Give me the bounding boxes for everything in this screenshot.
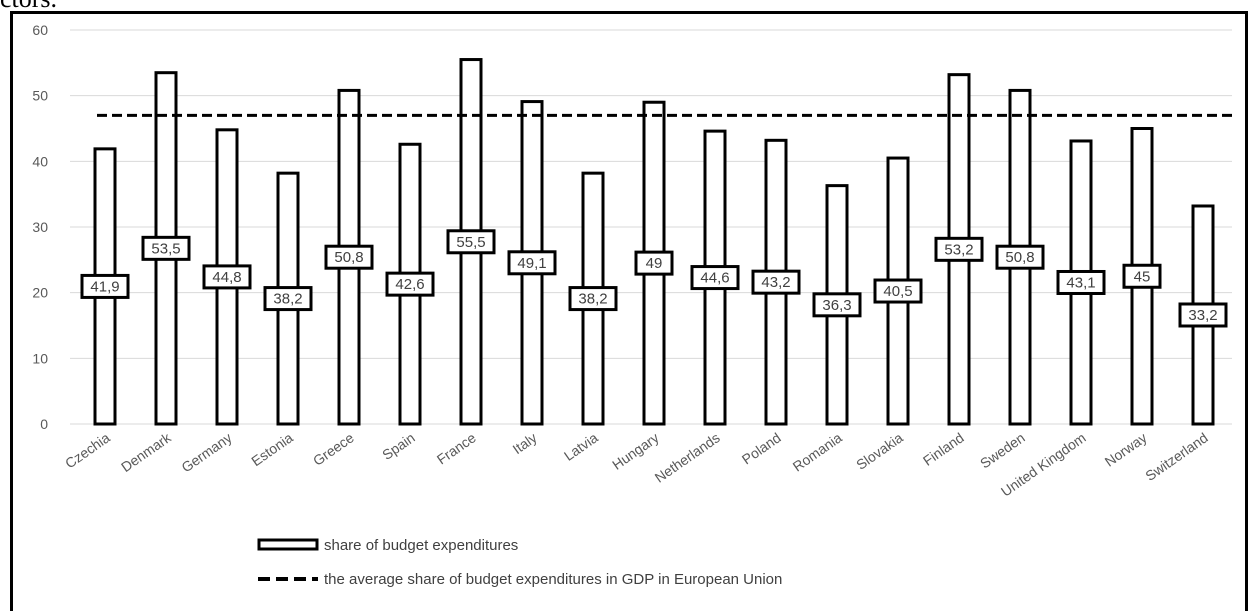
- data-label: 36,3: [822, 297, 851, 314]
- category-label: Spain: [379, 429, 418, 463]
- data-label-box: [568, 286, 618, 312]
- data-label: 50,8: [1005, 249, 1034, 266]
- y-tick-label: 0: [40, 416, 48, 432]
- y-tick-label: 10: [32, 350, 48, 366]
- category-label: Norway: [1102, 429, 1150, 469]
- legend-label-bars: share of budget expenditures: [324, 537, 518, 554]
- bar-chart: 0 10 20 30 40 50 60 41,9 53,5 44,8 38,2 50,8 42,6 55…: [32, 22, 1232, 588]
- category-label: Greece: [310, 429, 357, 469]
- category-label: Poland: [739, 429, 784, 467]
- data-label-box: [873, 278, 923, 304]
- data-label-box: [80, 273, 130, 299]
- data-label: 55,5: [456, 234, 485, 251]
- y-tick-label: 20: [32, 285, 48, 301]
- legend-label-reference-line: the average share of budget expenditures…: [324, 571, 782, 588]
- data-label: 43,2: [761, 274, 790, 291]
- y-tick-label: 60: [32, 22, 48, 38]
- category-label: Slovakia: [853, 429, 906, 473]
- category-label: Czechia: [62, 429, 113, 471]
- category-label: Switzerland: [1142, 429, 1210, 484]
- category-label: Romania: [790, 429, 845, 474]
- data-label-box: [141, 235, 191, 261]
- data-label: 44,8: [212, 269, 241, 286]
- data-label: 38,2: [578, 291, 607, 308]
- category-label: Netherlands: [652, 429, 723, 485]
- data-label-box: [507, 250, 557, 276]
- data-label: 45: [1134, 268, 1151, 285]
- y-tick-label: 40: [32, 153, 48, 169]
- data-label: 49: [646, 255, 663, 272]
- category-label: Denmark: [118, 429, 175, 475]
- category-label: Hungary: [609, 429, 662, 472]
- data-label-box: [751, 269, 801, 295]
- data-label: 44,6: [700, 270, 729, 287]
- data-label-box: [263, 286, 313, 312]
- category-label: Finland: [920, 429, 967, 468]
- data-label: 49,1: [517, 255, 546, 272]
- x-axis-categories: Czechia Denmark Germany Estonia Greece Spain F…: [62, 429, 1211, 500]
- y-tick-label: 30: [32, 219, 48, 235]
- data-label: 50,8: [334, 249, 363, 266]
- data-label: 43,1: [1066, 274, 1095, 291]
- data-label-box: [324, 244, 374, 270]
- category-label: Italy: [510, 429, 540, 457]
- category-label: Sweden: [977, 429, 1028, 471]
- page-header-fragment: ctors.: [0, 0, 1248, 14]
- data-label: 53,2: [944, 241, 973, 258]
- data-label: 33,2: [1188, 307, 1217, 324]
- data-label-box: [446, 229, 496, 255]
- data-label: 53,5: [151, 240, 180, 257]
- header-text: ctors.: [0, 0, 57, 14]
- data-label-box: [934, 236, 984, 262]
- category-label: France: [434, 429, 479, 467]
- data-label-box: [812, 292, 862, 318]
- category-label: Estonia: [248, 429, 296, 469]
- legend: share of budget expenditures the average…: [257, 537, 782, 588]
- data-label-box: [1178, 302, 1228, 328]
- data-label-box: [634, 250, 674, 276]
- data-label-box: [385, 271, 435, 297]
- data-label-box: [1122, 263, 1162, 289]
- data-label: 40,5: [883, 283, 912, 300]
- data-label-box: [690, 265, 740, 291]
- y-tick-label: 50: [32, 88, 48, 104]
- legend-swatch-bars: [257, 538, 319, 551]
- data-label: 42,6: [395, 276, 424, 293]
- data-labels: 41,9 53,5 44,8 38,2 50,8 42,6 55,5 49,1 38,2 49 44…: [80, 229, 1228, 328]
- category-label: Latvia: [561, 429, 601, 464]
- category-label: Germany: [178, 429, 234, 475]
- data-label-box: [202, 264, 252, 290]
- data-label-box: [1056, 269, 1106, 295]
- data-label: 38,2: [273, 291, 302, 308]
- data-label: 41,9: [90, 278, 119, 295]
- y-axis-ticks: 0 10 20 30 40 50 60: [32, 22, 48, 432]
- data-label-box: [995, 244, 1045, 270]
